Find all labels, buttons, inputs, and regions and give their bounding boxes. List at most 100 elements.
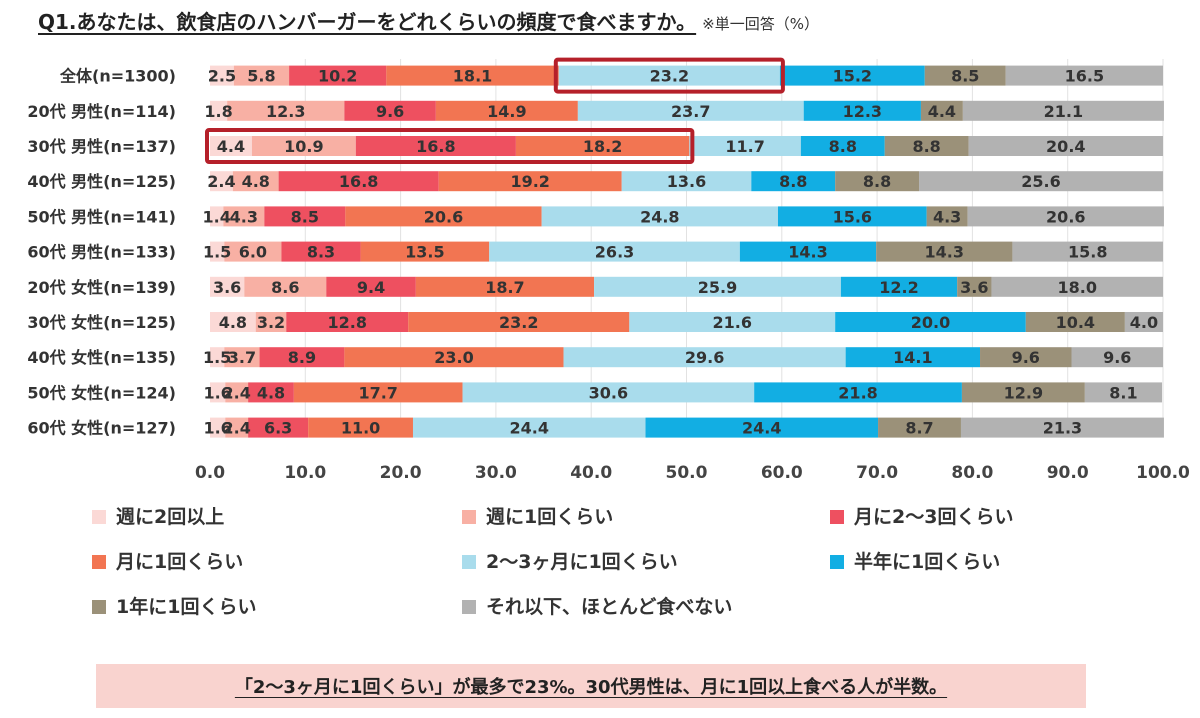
category-label: 60代 女性(n=127) [27, 419, 176, 438]
x-tick-label: 40.0 [570, 463, 612, 483]
bar-segment [281, 241, 361, 262]
bar-segment [210, 276, 245, 297]
bar-segment [225, 417, 249, 438]
data-label: 11.0 [341, 419, 380, 438]
data-label: 2.4 [223, 419, 251, 438]
summary-text: 「2〜3ヶ月に1回くらい」が最多で23%。30代男性は、月に1回以上食べる人が半… [234, 677, 948, 698]
legend-label: 2〜3ヶ月に1回くらい [486, 551, 678, 573]
bar-segment [884, 136, 969, 156]
data-label: 25.9 [698, 278, 737, 297]
bar-segment [360, 241, 490, 262]
legend-swatch [462, 555, 476, 569]
bar-segment [251, 136, 356, 156]
data-label: 1.8 [204, 102, 232, 121]
bar-segment [878, 417, 961, 438]
bar-segment [563, 347, 846, 368]
data-label: 12.8 [327, 313, 366, 332]
x-tick-label: 20.0 [380, 463, 422, 483]
bar-segment [289, 65, 387, 86]
data-label: 20.6 [424, 207, 463, 226]
bar-segment [286, 312, 409, 332]
data-label: 4.3 [933, 207, 961, 226]
legend-swatch [830, 510, 844, 524]
data-label: 14.3 [788, 243, 827, 262]
data-label: 18.7 [485, 278, 524, 297]
data-label: 4.4 [217, 137, 245, 156]
data-label: 8.8 [912, 137, 940, 156]
legend-swatch [462, 510, 476, 524]
legend-label: 週に1回くらい [486, 506, 613, 528]
bar-segment [415, 276, 595, 297]
data-label: 4.8 [242, 172, 270, 191]
category-label: 全体(n=1300) [59, 67, 176, 86]
data-label: 4.0 [1130, 313, 1158, 332]
legend-label: それ以下、ほとんど食べない [486, 595, 732, 618]
data-label: 24.4 [742, 419, 781, 438]
bar-segment [919, 171, 1163, 192]
legend-swatch [830, 555, 844, 569]
data-label: 26.3 [595, 243, 634, 262]
data-label: 18.0 [1057, 278, 1096, 297]
bar-segment [210, 347, 225, 368]
data-label: 8.5 [291, 207, 319, 226]
legend-swatch [92, 600, 106, 614]
data-label: 8.8 [779, 172, 807, 191]
bar-segment [621, 171, 752, 192]
data-label: 1.5 [203, 348, 231, 367]
highlight-box [205, 128, 695, 164]
bar-segment [223, 206, 265, 227]
data-label: 8.7 [905, 419, 933, 438]
bar-segment [1084, 382, 1163, 403]
bar-segment [960, 417, 1164, 438]
data-labels: 2.5 5.8 10.2 18.1 23.2 15.2 8.5 16.5 1.8 12.3 9.6 1… [202, 67, 1158, 438]
bar-segment [962, 100, 1164, 121]
bar-segment [248, 382, 294, 403]
x-tick-label: 80.0 [951, 463, 993, 483]
data-label: 14.9 [487, 102, 526, 121]
bar-segment [345, 206, 542, 227]
chart-title: Q1.あなたは、飲食店のハンバーガーをどれくらいの頻度で食べますか。 [38, 10, 697, 34]
bar-segment [777, 206, 927, 227]
bar-segment [1071, 347, 1163, 368]
x-tick-label: 30.0 [475, 463, 517, 483]
stacked-bar-chart: 2.5 5.8 10.2 18.1 23.2 15.2 8.5 16.5 1.8 12.3 9.6 1… [27, 57, 1190, 618]
bar-segment [210, 382, 226, 403]
x-tick-label: 70.0 [856, 463, 898, 483]
bar-segment [1005, 65, 1163, 86]
bar-segment [210, 100, 228, 121]
legend-label: 半年に1回くらい [854, 550, 1000, 573]
data-label: 4.8 [257, 383, 285, 402]
bar-segment [344, 100, 436, 121]
bar-segment [967, 206, 1164, 227]
bar-segment [541, 206, 778, 227]
data-label: 15.6 [833, 207, 872, 226]
bar-segment [961, 382, 1085, 403]
data-label: 20.6 [1046, 207, 1085, 226]
data-label: 12.9 [1004, 383, 1043, 402]
bar-segment [408, 312, 630, 332]
bar-segment [689, 136, 801, 156]
category-label: 50代 男性(n=141) [27, 207, 176, 226]
category-label: 30代 女性(n=125) [27, 313, 176, 332]
bar-segment [594, 276, 841, 297]
legend-label: 月に2〜3回くらい [853, 506, 1013, 528]
data-label: 2.4 [223, 383, 251, 402]
chart-note: ※単一回答（%） [702, 15, 819, 33]
bar-segment [278, 171, 439, 192]
data-label: 12.3 [266, 102, 305, 121]
legend-label: 月に1回くらい [115, 551, 243, 573]
bar-segment [210, 206, 224, 227]
bar-segment [248, 417, 309, 438]
bar-segment [326, 276, 416, 297]
legend-swatch [92, 555, 106, 569]
bar-segment [210, 312, 256, 332]
highlight-box [553, 57, 785, 94]
bar-segment [779, 65, 925, 86]
x-tick-label: 10.0 [284, 463, 326, 483]
data-label: 21.6 [713, 313, 752, 332]
bar-segment [462, 382, 755, 403]
data-label: 21.8 [838, 383, 877, 402]
bar-segment [210, 171, 233, 192]
bar-segment [840, 276, 958, 297]
